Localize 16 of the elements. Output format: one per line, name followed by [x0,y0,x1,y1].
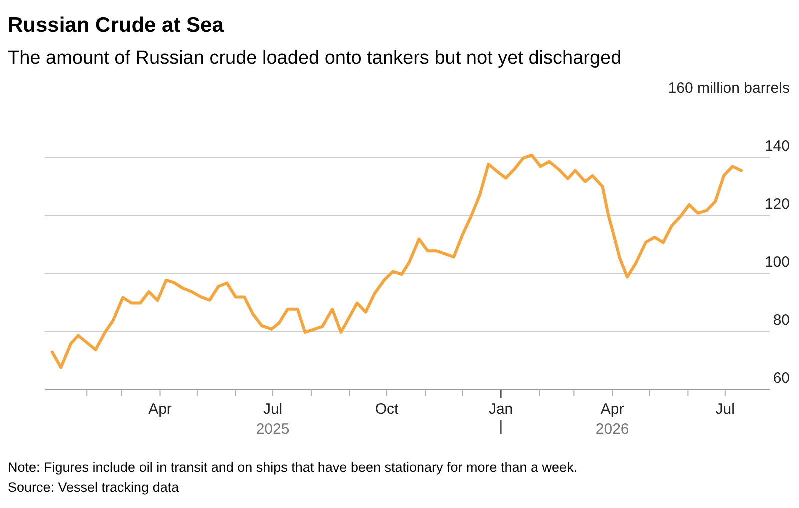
y-tick-label: 140 [764,138,790,155]
y-tick-label: 80 [773,312,790,329]
x-tick-label: Apr 2026 [596,401,630,438]
chart-title: Russian Crude at Sea [8,14,224,37]
x-tick-label: Oct [375,401,400,418]
text: Note: Figures include oil in transit and on ships that have been stationary for more than a week. [8,460,578,475]
y-tick-label: 160 million barrels [668,80,790,97]
x-tick-label: Jul [716,401,735,418]
y-tick-label: 120 [764,196,790,213]
source-note: Source: Vessel tracking data [8,480,180,495]
x-tick-label: Jul 2025 [256,401,290,438]
x-tick-label: Jan [488,401,514,418]
y-tick-label: 100 [764,254,790,271]
y-tick-label: 60 [773,370,790,387]
x-tick-label: Apr [148,401,172,418]
chart-subtitle: The amount of Russian crude loaded onto tankers but not yet discharged [8,48,622,69]
